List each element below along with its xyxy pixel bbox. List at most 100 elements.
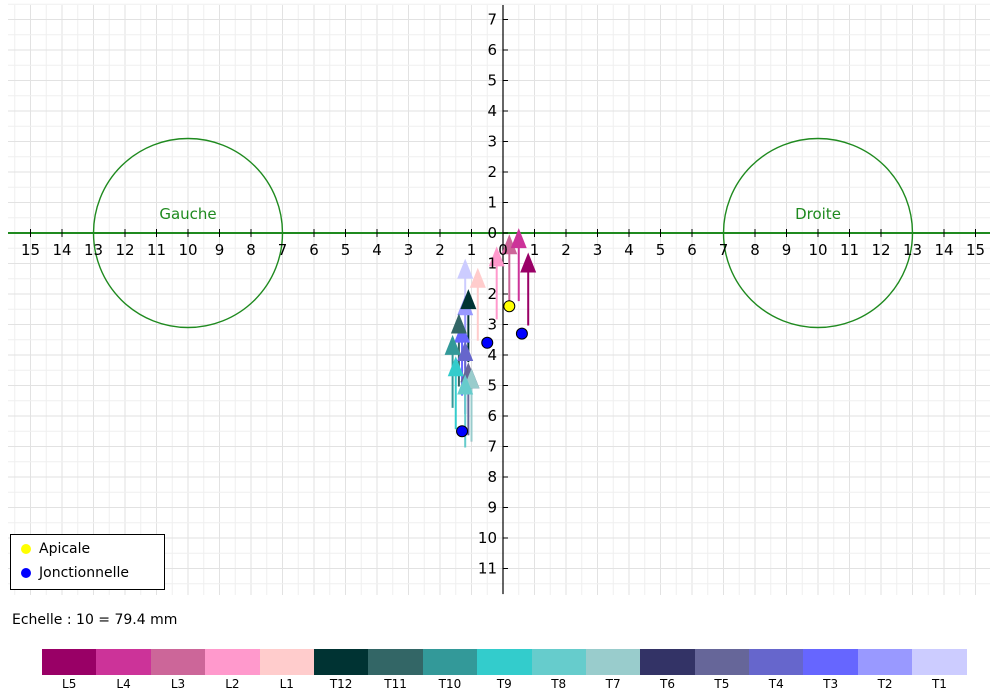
colorbar-swatch: [205, 649, 260, 675]
marker-l1: [469, 267, 486, 288]
colorbar-label: T6: [660, 677, 675, 691]
y-tick-label: 5: [487, 377, 497, 395]
y-tick-label: 9: [487, 499, 497, 517]
marker-l3: [501, 234, 518, 255]
x-tick-label: 5: [656, 241, 666, 259]
marker-l4: [510, 228, 527, 249]
apicale-point: [503, 300, 516, 313]
colorbar-label: T2: [877, 677, 893, 691]
marker-t12: [460, 289, 477, 310]
x-tick-label: 2: [561, 241, 571, 259]
colorbar-label: T9: [496, 677, 512, 691]
colorbar-item-t7: T7: [585, 649, 641, 691]
vertebra-colorbar: L5 L4 L3 L2 L1 T12 T11 T10 T9 T8 T7 T6 T5 T4 T3 T2 T1: [42, 649, 967, 691]
colorbar-label: T12: [329, 677, 353, 691]
marker-t10: [444, 334, 461, 355]
y-tick-label: 0: [487, 224, 497, 242]
colorbar-item-t1: T1: [912, 649, 967, 691]
circle-label-droite: Droite: [795, 205, 841, 223]
colorbar-swatch: [422, 649, 478, 675]
x-tick-label: 12: [871, 241, 890, 259]
x-tick-label: 13: [84, 241, 103, 259]
legend-label-jonctionnelle: Jonctionnelle: [39, 565, 129, 581]
y-tick-label: 2: [487, 285, 497, 303]
colorbar-item-t10: T10: [422, 649, 478, 691]
colorbar-label: L4: [116, 677, 131, 691]
x-tick-label: 13: [903, 241, 922, 259]
colorbar-swatch: [42, 649, 97, 675]
x-tick-label: 0: [498, 241, 508, 259]
circle-droite: [722, 137, 914, 329]
x-tick-label: 6: [687, 241, 697, 259]
x-tick-label: 3: [593, 241, 603, 259]
colorbar-item-l3: L3: [150, 649, 206, 691]
y-tick-label: 1: [487, 194, 497, 212]
legend-box: Apicale Jonctionnelle: [10, 534, 165, 590]
colorbar-swatch: [857, 649, 913, 675]
y-tick-label: 3: [487, 133, 497, 151]
jonctionnelle-point: [481, 336, 494, 349]
y-tick-label: 4: [487, 102, 497, 120]
colorbar-swatch: [477, 649, 532, 675]
legend-item-apicale: Apicale: [21, 541, 90, 557]
colorbar-swatch: [531, 649, 586, 675]
reference-circles: Gauche Droite: [92, 137, 914, 329]
y-tick-label: 11: [478, 560, 497, 578]
colorbar-swatch: [694, 649, 750, 675]
x-tick-label: 11: [840, 241, 859, 259]
y-tick-label: 6: [487, 407, 497, 425]
y-tick-label: 1: [487, 255, 497, 273]
x-tick-label: 2: [435, 241, 445, 259]
x-tick-label: 7: [719, 241, 729, 259]
colorbar-label: L3: [170, 677, 186, 691]
circle-label-gauche: Gauche: [159, 205, 216, 223]
y-tick-label: 10: [478, 529, 497, 547]
colorbar-item-t3: T3: [803, 649, 858, 691]
y-tick-label: 6: [487, 41, 497, 59]
axes: [8, 5, 990, 594]
x-tick-label: 14: [934, 241, 953, 259]
tick-labels: 15 14 13 12 11 10 9 8 7 6 5 4 3 2 1 0 1 2 3 4 5 6 7 8 9 10 11 12 13 1…: [21, 11, 985, 578]
x-tick-label: 8: [750, 241, 760, 259]
x-tick-label: 8: [246, 241, 256, 259]
y-tick-label: 2: [487, 163, 497, 181]
colorbar-label: L5: [62, 677, 77, 691]
colorbar-label: L2: [225, 677, 240, 691]
colorbar-swatch: [803, 649, 858, 675]
y-tick-label: 8: [487, 468, 497, 486]
vertebra-markers: [444, 228, 537, 395]
colorbar-item-t2: T2: [857, 649, 913, 691]
x-tick-label: 4: [624, 241, 634, 259]
apicale-dot-icon: [21, 544, 31, 554]
legend-item-jonctionnelle: Jonctionnelle: [21, 565, 129, 581]
y-tick-label: 3: [487, 316, 497, 334]
colorbar-item-l5: L5: [42, 649, 97, 691]
x-tick-label: 1: [467, 241, 477, 259]
x-tick-label: 1: [530, 241, 540, 259]
colorbar-swatch: [313, 649, 369, 675]
marker-l5: [520, 252, 537, 273]
scale-text: Echelle : 10 = 79.4 mm: [12, 612, 178, 628]
marker-l2: [488, 246, 505, 267]
y-tick-label: 7: [487, 438, 497, 456]
colorbar-item-t11: T11: [368, 649, 423, 691]
colorbar-swatch: [150, 649, 206, 675]
x-tick-label: 7: [278, 241, 288, 259]
colorbar-label: T5: [714, 677, 730, 691]
colorbar-swatch: [368, 649, 423, 675]
point-markers: [456, 300, 528, 438]
colorbar-swatch: [640, 649, 695, 675]
x-tick-label: 9: [215, 241, 225, 259]
circle-gauche: [92, 137, 284, 329]
marker-t1: [457, 258, 474, 279]
colorbar-item-t5: T5: [694, 649, 750, 691]
colorbar-label: T11: [384, 677, 407, 691]
colorbar-label: T7: [605, 677, 621, 691]
x-tick-label: 14: [52, 241, 71, 259]
colorbar-label: T10: [438, 677, 462, 691]
colorbar-label: T8: [551, 677, 567, 691]
colorbar-swatch: [912, 649, 967, 675]
jonctionnelle-point: [515, 327, 528, 340]
jonctionnelle-point: [456, 425, 469, 438]
x-tick-label: 9: [782, 241, 792, 259]
